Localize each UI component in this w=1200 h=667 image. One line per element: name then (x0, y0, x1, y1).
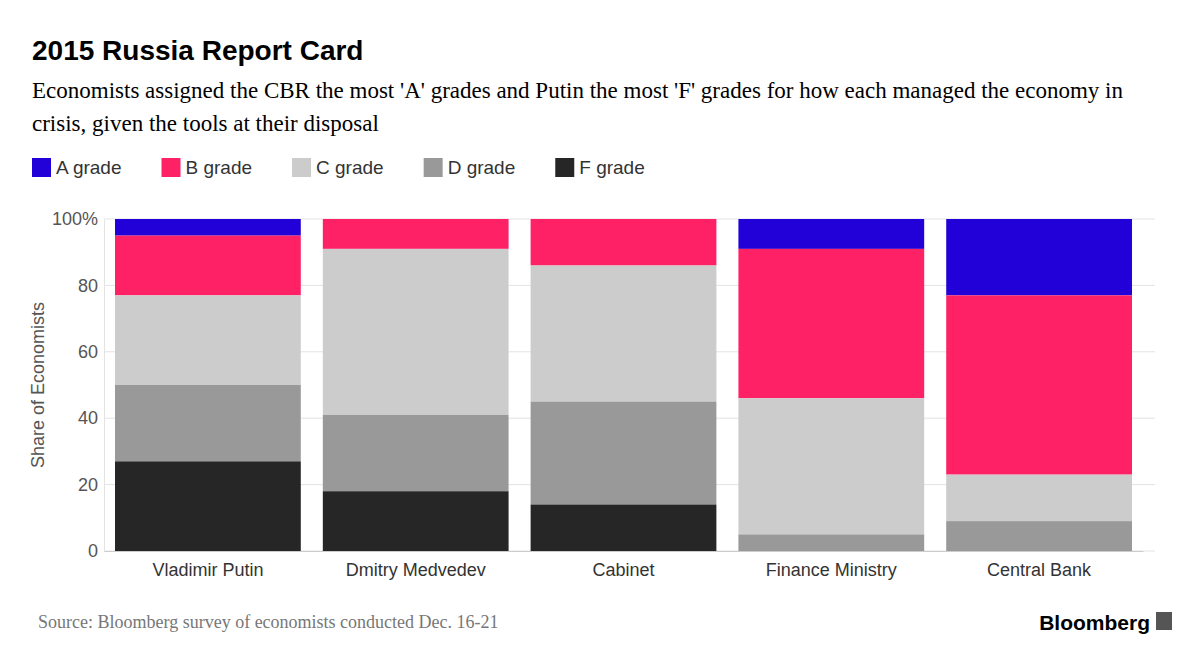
bar-segment (946, 219, 1132, 295)
bar-segment (738, 249, 924, 398)
x-axis-line (105, 551, 1144, 552)
bars (115, 219, 1132, 551)
bar-segment (115, 295, 301, 385)
legend-swatch (32, 158, 51, 177)
x-tick: Vladimir Putin (152, 551, 263, 580)
bar-segment (738, 219, 924, 249)
bar-segment (323, 219, 509, 249)
legend-swatch (555, 158, 574, 177)
x-tick: Dmitry Medvedev (346, 551, 486, 580)
y-axis-title: Share of Economists (28, 302, 48, 468)
y-tick-label: 60 (78, 342, 98, 362)
y-axis: 0 20 40 60 80 100% (52, 209, 105, 561)
legend-item: A grade (32, 157, 122, 178)
y-tick: 0 (88, 541, 104, 561)
x-tick-label: Finance Ministry (766, 560, 897, 580)
bar-segment (323, 491, 509, 551)
x-tick-label: Central Bank (987, 560, 1092, 580)
bar-segment (738, 551, 924, 552)
y-axis-line (104, 220, 105, 552)
bar-segment (115, 236, 301, 296)
legend-swatch (424, 158, 443, 177)
series (115, 461, 716, 551)
x-tick-label: Dmitry Medvedev (346, 560, 486, 580)
bar-segment (531, 402, 717, 505)
legend-label: C grade (316, 157, 384, 178)
series (115, 385, 1132, 551)
y-tick-label: 20 (78, 475, 98, 495)
bar-segment (323, 249, 509, 415)
bar-segment (323, 415, 509, 491)
bar-segment (115, 219, 301, 236)
y-tick-label: 100% (52, 209, 98, 229)
legend-label: A grade (56, 157, 122, 178)
y-tick: 40 (78, 408, 104, 428)
x-axis: Vladimir Putin Dmitry Medvedev Cabinet Fina… (105, 551, 1144, 580)
legend-label: B grade (186, 157, 253, 178)
bar-segment (531, 265, 717, 401)
x-tick: Cabinet (592, 551, 654, 580)
x-tick: Finance Ministry (766, 551, 897, 580)
bar-segment (531, 505, 717, 551)
y-tick: 60 (78, 342, 104, 362)
legend-swatch (292, 158, 311, 177)
bar-segment (531, 219, 717, 265)
credit: Bloomberg (1039, 611, 1150, 634)
x-tick-label: Cabinet (592, 560, 654, 580)
legend-item: F grade (555, 157, 644, 178)
legend-item: B grade (162, 157, 253, 178)
bar-segment (115, 461, 301, 551)
source: Source: Bloomberg survey of economists c… (38, 612, 499, 632)
legend: A grade B grade C grade D grade F grade (32, 157, 645, 178)
subtitle: Economists assigned the CBR the most 'A'… (32, 78, 1123, 136)
y-tick-label: 80 (78, 276, 98, 296)
grid (104, 219, 1155, 551)
legend-item: D grade (424, 157, 516, 178)
chart: 2015 Russia Report Card Economists assign… (0, 0, 1200, 667)
y-tick: 100% (52, 209, 104, 229)
bar-segment (946, 475, 1132, 521)
bar-segment (738, 534, 924, 551)
bar-segment (946, 521, 1132, 551)
y-tick-label: 40 (78, 408, 98, 428)
y-tick: 20 (78, 475, 104, 495)
credit-icon (1156, 612, 1172, 630)
x-tick-label: Vladimir Putin (152, 560, 263, 580)
bar-segment (946, 551, 1132, 552)
bar-segment (946, 295, 1132, 474)
legend-label: F grade (579, 157, 644, 178)
title: 2015 Russia Report Card (32, 35, 363, 66)
y-tick-label: 0 (88, 541, 98, 561)
x-tick: Central Bank (987, 551, 1092, 580)
legend-label: D grade (448, 157, 516, 178)
legend-item: C grade (292, 157, 384, 178)
bar-segment (115, 385, 301, 461)
legend-swatch (162, 158, 181, 177)
bar-segment (738, 398, 924, 534)
y-tick: 80 (78, 276, 104, 296)
